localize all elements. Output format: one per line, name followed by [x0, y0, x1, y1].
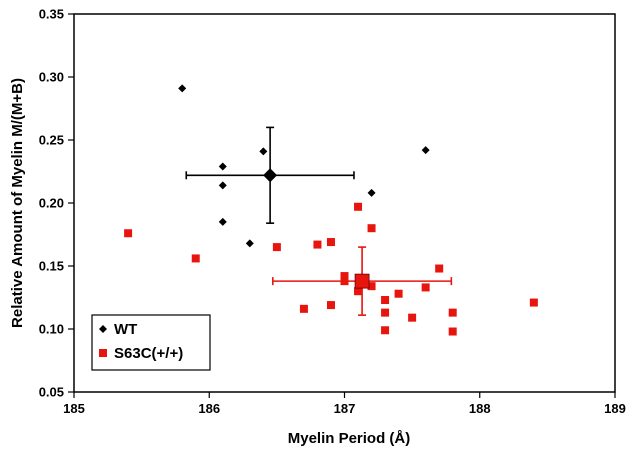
y-axis-ticks: 0.05 0.10 0.15 0.20 0.25 0.30 0.35 [39, 7, 74, 400]
s63c-data-point [408, 313, 417, 322]
legend-box [91, 314, 211, 371]
y-tick-label: 0.30 [39, 70, 64, 85]
wt-data-point [218, 162, 227, 171]
y-tick-label: 0.35 [39, 7, 64, 22]
x-tick-label: 185 [63, 401, 85, 416]
s63c-data-point [326, 301, 335, 310]
plot-area-frame [73, 13, 616, 393]
y-tick-label: 0.20 [39, 196, 64, 211]
s63c-data-point [124, 229, 133, 238]
data-marks [124, 84, 538, 336]
s63c-data-point [381, 326, 390, 335]
y-tick-label: 0.05 [39, 385, 64, 400]
x-tick-label: 186 [198, 401, 220, 416]
y-tick-label: 0.25 [39, 133, 64, 148]
y-axis-title: Relative Amount of Myelin M/(M+B) [9, 78, 26, 328]
s63c-data-point [354, 287, 363, 296]
legend-s63c-label: S63C(+/+) [114, 345, 183, 362]
x-tick-label: 189 [604, 401, 626, 416]
s63c-data-point [448, 308, 457, 317]
s63c-data-point [299, 304, 308, 313]
legend: WT S63C(+/+) [91, 314, 211, 371]
s63c-data-point [421, 283, 430, 292]
s63c-data-point [354, 202, 363, 211]
s63c-data-point [448, 327, 457, 336]
s63c-data-point [529, 298, 538, 307]
s63c-data-point [367, 224, 376, 233]
s63c-data-point [381, 308, 390, 317]
wt-data-point [178, 84, 187, 93]
s63c-data-point [367, 282, 376, 291]
s63c-data-point [340, 272, 349, 281]
wt-mean-point [263, 168, 278, 183]
x-tick-label: 188 [469, 401, 491, 416]
wt-data-point [245, 239, 254, 248]
wt-data-point [421, 146, 430, 155]
legend-s63c-marker [99, 349, 107, 357]
s63c-data-point [191, 254, 200, 263]
wt-data-point [367, 188, 376, 197]
x-axis-ticks: 185 186 187 188 189 [63, 392, 626, 416]
y-tick-label: 0.10 [39, 322, 64, 337]
x-tick-label: 187 [334, 401, 356, 416]
wt-data-point [259, 147, 268, 156]
s63c-data-point [313, 240, 322, 249]
s63c-data-point [326, 238, 335, 247]
s63c-data-point [435, 264, 444, 273]
legend-wt-label: WT [114, 321, 137, 338]
x-axis-title: Myelin Period (Å) [288, 430, 411, 447]
wt-data-point [218, 217, 227, 226]
s63c-data-point [381, 296, 390, 305]
s63c-data-point [272, 243, 281, 252]
legend-wt-marker [99, 325, 107, 333]
wt-data-point [218, 181, 227, 190]
s63c-data-point [394, 289, 403, 298]
y-tick-label: 0.15 [39, 259, 64, 274]
s63c-mean-point [354, 273, 370, 289]
